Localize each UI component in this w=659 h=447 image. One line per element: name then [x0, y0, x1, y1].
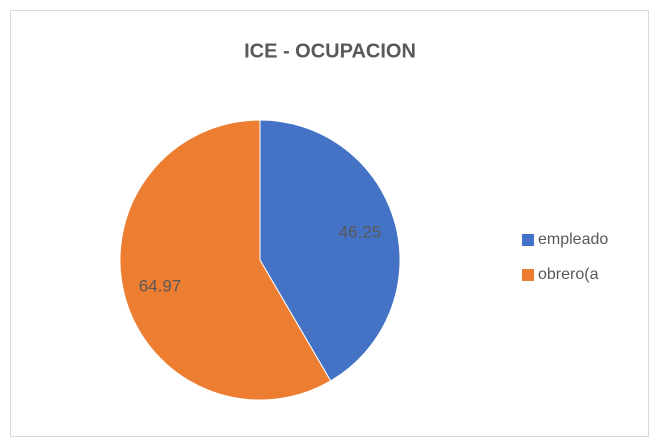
- legend-swatch: [522, 269, 534, 281]
- legend-swatch: [522, 234, 534, 246]
- pie-slice: [259, 119, 401, 382]
- legend-label: empleado: [538, 231, 608, 248]
- pie-slice: [119, 119, 332, 401]
- legend-label: obrero(a: [538, 266, 599, 283]
- data-label: 64.97: [139, 277, 182, 296]
- data-label: 46.25: [339, 222, 382, 241]
- chart-title: ICE - OCUPACION: [244, 40, 416, 62]
